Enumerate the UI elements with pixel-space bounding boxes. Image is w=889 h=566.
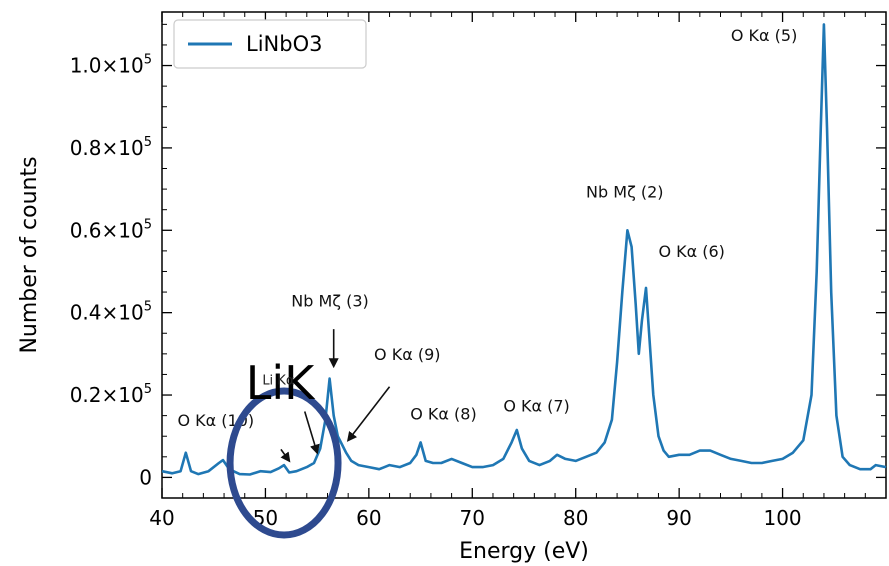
x-tick-label: 70 [460,506,485,530]
x-axis-label: Energy (eV) [459,539,589,564]
annotation-arrow [303,411,320,455]
peak-annotation: O Kα (5) [731,26,797,45]
highlight-circle [226,387,342,539]
peak-annotation: O Kα (8) [410,405,476,424]
annotation-arrow [280,448,291,463]
y-tick-label: 1.0×105 [70,53,152,78]
peak-annotation: Nb Mζ (3) [291,291,368,310]
x-tick-label: 80 [563,506,588,530]
legend-box [173,19,367,69]
x-tick-label: 40 [149,506,174,530]
y-tick-label: 0.2×105 [70,382,152,407]
series-line-linbo3 [161,23,887,476]
peak-annotation: O Kα (9) [374,345,440,364]
peak-annotation: O Kα (6) [658,242,724,261]
y-tick-label: 0.6×105 [70,217,152,242]
peak-annotation: O Kα (7) [503,397,569,416]
y-tick-label: 0.4×105 [70,300,152,325]
y-tick-label: 0 [139,465,152,489]
li-k-label: LiK [246,356,316,410]
x-tick-label: 90 [666,506,691,530]
legend-label: LiNbO3 [246,32,322,56]
x-tick-label: 60 [356,506,381,530]
peak-annotation: Nb Mζ (2) [586,182,663,201]
li-k-alpha-label: Li Kα [262,374,294,389]
y-tick-label: 0.8×105 [70,135,152,160]
annotation-arrow [346,386,391,442]
plot-frame [161,11,887,499]
y-axis-label: Number of counts [17,156,42,353]
x-tick-label: 100 [763,506,801,530]
